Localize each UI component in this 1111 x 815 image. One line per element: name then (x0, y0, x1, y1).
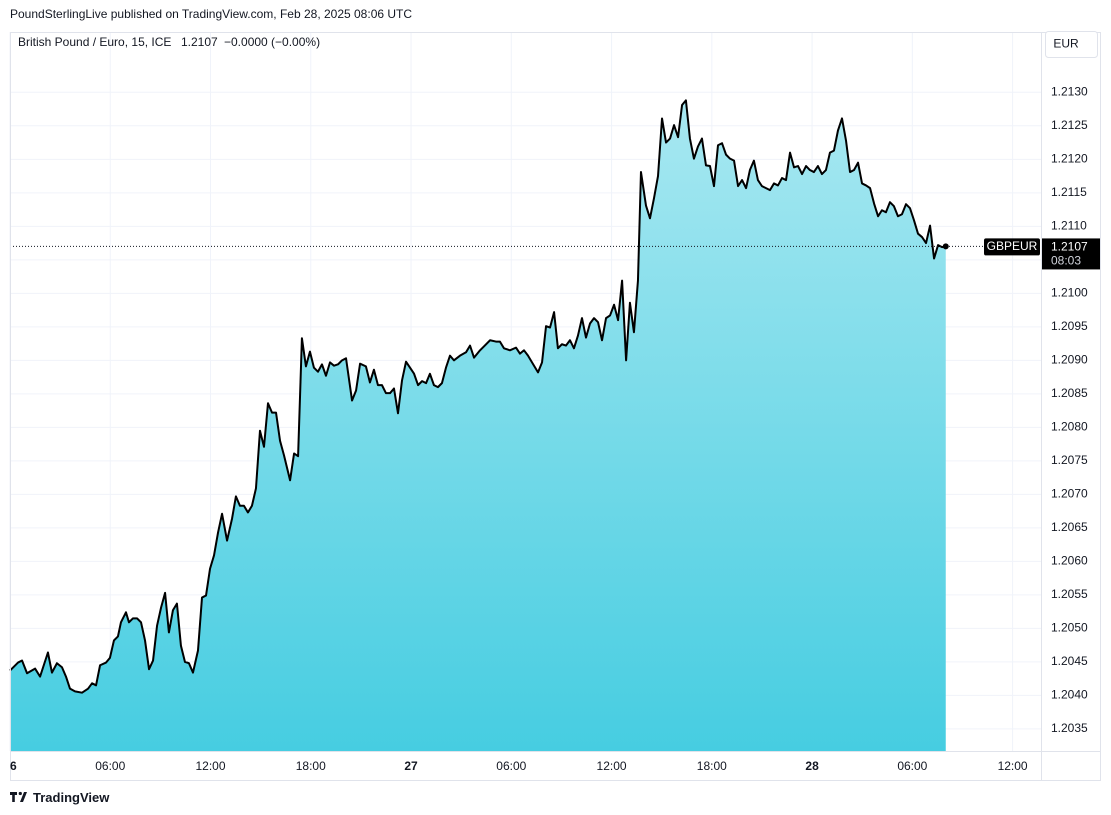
legend-change: −0.0000 (−0.00%) (224, 35, 320, 49)
price-line (9, 99, 946, 694)
x-tick-label: 27 (404, 759, 418, 773)
legend-price: 1.2107 (181, 35, 218, 49)
x-tick-label: 18:00 (296, 759, 326, 773)
x-tick-label: 28 (805, 759, 819, 773)
x-tick-label: 06:00 (95, 759, 125, 773)
last-point (942, 243, 949, 250)
y-tick-label: 1.2095 (1051, 319, 1088, 333)
price-tag-value: 1.2107 (1051, 240, 1088, 254)
y-tick-label: 1.2100 (1051, 286, 1088, 300)
plot (9, 99, 1041, 752)
y-tick-label: 1.2065 (1051, 520, 1088, 534)
y-tick-label: 1.2110 (1051, 218, 1087, 232)
y-tick-label: 1.2040 (1051, 688, 1088, 702)
currency-label[interactable]: EUR (1053, 37, 1079, 51)
publisher-header: PoundSterlingLive published on TradingVi… (10, 7, 412, 21)
instrument-title: British Pound / Euro, 15, ICE (18, 35, 171, 49)
y-tick-label: 1.2130 (1051, 84, 1088, 98)
y-tick-label: 1.2045 (1051, 654, 1088, 668)
y-tick-label: 1.2035 (1051, 721, 1088, 735)
y-tick-label: 1.2085 (1051, 386, 1088, 400)
brand-logo (10, 791, 27, 802)
y-tick-label: 1.2125 (1051, 118, 1088, 132)
currency-box[interactable] (1045, 31, 1098, 58)
y-tick-label: 1.2050 (1051, 621, 1088, 635)
x-tick-label: 12:00 (196, 759, 226, 773)
x-tick-label: 18:00 (697, 759, 727, 773)
y-tick-label: 1.2120 (1051, 151, 1088, 165)
y-tick-label: 1.2055 (1051, 587, 1088, 601)
x-tick-label: 12:00 (597, 759, 627, 773)
y-tick-label: 1.2080 (1051, 420, 1088, 434)
symbol-tag (984, 238, 1040, 256)
x-tick-label: 12:00 (998, 759, 1028, 773)
y-tick-label: 1.2090 (1051, 353, 1088, 367)
x-tick-label: 06:00 (496, 759, 526, 773)
symbol-label: GBPEUR (987, 239, 1038, 253)
area-fill (10, 100, 946, 752)
y-tick-label: 1.2070 (1051, 487, 1088, 501)
brand-name: TradingView (33, 790, 110, 805)
y-tick-label: 1.2075 (1051, 453, 1088, 467)
price-tag (1042, 238, 1100, 270)
chart-frame (10, 32, 1101, 781)
y-tick-label: 1.2115 (1051, 185, 1087, 199)
y-tick-label: 1.2060 (1051, 554, 1088, 568)
price-tag-time: 08:03 (1051, 254, 1081, 268)
x-tick-label: 6 (10, 759, 17, 773)
x-tick-label: 06:00 (897, 759, 927, 773)
